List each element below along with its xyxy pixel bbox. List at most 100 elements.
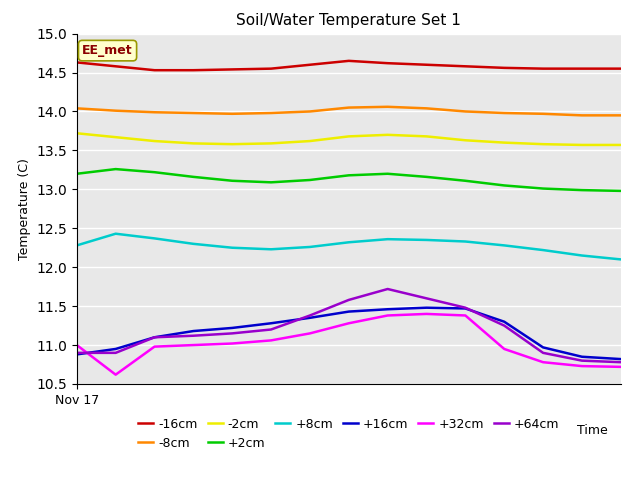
+8cm — [345, 240, 353, 245]
-8cm — [112, 108, 120, 114]
+64cm — [540, 350, 547, 356]
+64cm — [150, 335, 158, 340]
Title: Soil/Water Temperature Set 1: Soil/Water Temperature Set 1 — [236, 13, 461, 28]
-8cm — [228, 111, 236, 117]
+32cm — [540, 360, 547, 365]
-2cm — [112, 134, 120, 140]
+2cm — [540, 186, 547, 192]
+16cm — [112, 346, 120, 352]
-16cm — [306, 62, 314, 68]
-2cm — [150, 138, 158, 144]
+2cm — [345, 172, 353, 178]
+8cm — [306, 244, 314, 250]
-8cm — [500, 110, 508, 116]
+64cm — [461, 305, 469, 311]
+64cm — [384, 286, 392, 292]
-16cm — [228, 67, 236, 72]
+64cm — [112, 350, 120, 356]
+16cm — [500, 319, 508, 324]
-8cm — [461, 108, 469, 114]
+16cm — [189, 328, 197, 334]
+32cm — [422, 311, 430, 317]
+16cm — [228, 325, 236, 331]
Line: -2cm: -2cm — [77, 133, 621, 145]
+16cm — [268, 320, 275, 326]
-8cm — [73, 106, 81, 111]
+64cm — [500, 323, 508, 328]
-2cm — [306, 138, 314, 144]
+8cm — [268, 246, 275, 252]
+8cm — [461, 239, 469, 244]
+64cm — [306, 312, 314, 318]
-8cm — [306, 108, 314, 114]
+64cm — [617, 360, 625, 365]
-2cm — [422, 133, 430, 139]
Legend: -16cm, -8cm, -2cm, +2cm, +8cm, +16cm, +32cm, +64cm: -16cm, -8cm, -2cm, +2cm, +8cm, +16cm, +3… — [133, 413, 564, 455]
+16cm — [461, 306, 469, 312]
+64cm — [345, 297, 353, 303]
+32cm — [384, 312, 392, 318]
+32cm — [306, 331, 314, 336]
+8cm — [617, 256, 625, 262]
+2cm — [268, 180, 275, 185]
+2cm — [73, 171, 81, 177]
+2cm — [500, 182, 508, 188]
+2cm — [578, 187, 586, 193]
+32cm — [150, 344, 158, 349]
Line: +16cm: +16cm — [77, 308, 621, 359]
+2cm — [384, 171, 392, 177]
-2cm — [345, 133, 353, 139]
+16cm — [345, 309, 353, 314]
+8cm — [189, 241, 197, 247]
-2cm — [384, 132, 392, 138]
-2cm — [617, 142, 625, 148]
+16cm — [384, 306, 392, 312]
Text: Time: Time — [577, 424, 608, 437]
-16cm — [189, 67, 197, 73]
+2cm — [461, 178, 469, 184]
+64cm — [228, 331, 236, 336]
-8cm — [345, 105, 353, 110]
-8cm — [540, 111, 547, 117]
-2cm — [500, 140, 508, 145]
Line: +32cm: +32cm — [77, 314, 621, 375]
Line: -16cm: -16cm — [77, 61, 621, 70]
+16cm — [150, 335, 158, 340]
+2cm — [228, 178, 236, 184]
-8cm — [150, 109, 158, 115]
-16cm — [540, 66, 547, 72]
+8cm — [228, 245, 236, 251]
-2cm — [540, 141, 547, 147]
-2cm — [73, 131, 81, 136]
-16cm — [268, 66, 275, 72]
+16cm — [306, 315, 314, 321]
+32cm — [578, 363, 586, 369]
-16cm — [150, 67, 158, 73]
-16cm — [112, 63, 120, 69]
+32cm — [617, 364, 625, 370]
-2cm — [461, 137, 469, 143]
+8cm — [384, 236, 392, 242]
+32cm — [461, 312, 469, 318]
+32cm — [189, 342, 197, 348]
+8cm — [500, 242, 508, 248]
Line: +8cm: +8cm — [77, 234, 621, 259]
+32cm — [73, 342, 81, 348]
+16cm — [617, 356, 625, 362]
-8cm — [422, 106, 430, 111]
+32cm — [500, 346, 508, 352]
+8cm — [578, 252, 586, 258]
-16cm — [617, 66, 625, 72]
-16cm — [384, 60, 392, 66]
-16cm — [578, 66, 586, 72]
-16cm — [73, 60, 81, 65]
Text: EE_met: EE_met — [82, 44, 133, 57]
-2cm — [578, 142, 586, 148]
+32cm — [228, 341, 236, 347]
+64cm — [73, 350, 81, 356]
+2cm — [422, 174, 430, 180]
-16cm — [345, 58, 353, 64]
+2cm — [617, 188, 625, 194]
+16cm — [540, 345, 547, 350]
+2cm — [189, 174, 197, 180]
